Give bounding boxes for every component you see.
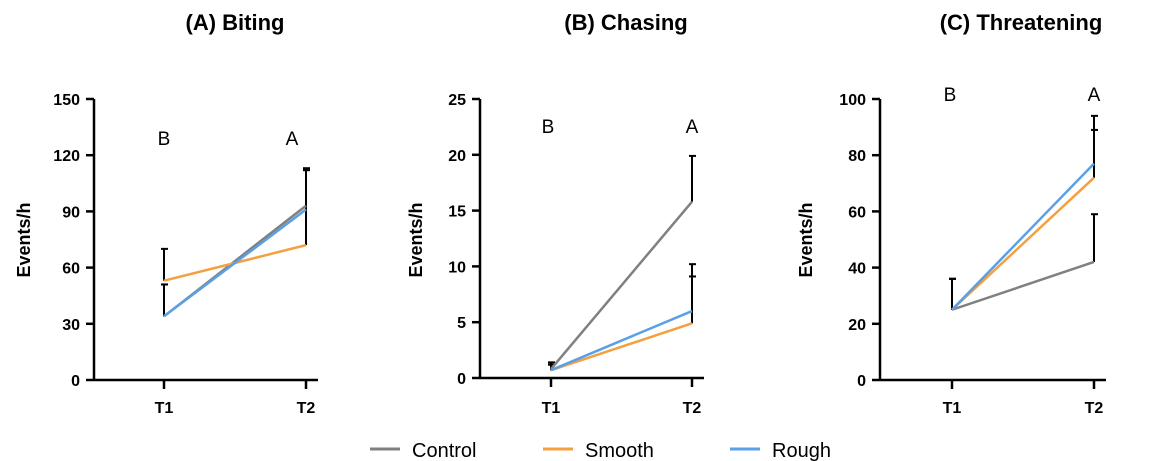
x-tick-label: T2 [683,400,702,417]
legend: Control Smooth Rough [370,440,831,461]
y-tick-label: 80 [848,148,866,165]
significance-label: A [286,129,299,150]
legend-label-control: Control [412,440,476,461]
y-tick-label: 5 [457,315,466,332]
x-tick-label: T1 [943,400,962,417]
y-tick-label: 20 [448,148,466,165]
x-tick-label: T1 [155,400,174,417]
chart-panel-threatening: (C) Threatening Events/h T1 T2 B A 0 20 40… [796,10,1106,417]
y-axis-label: Events/h [14,202,34,277]
chart-title: (C) Threatening [940,10,1103,35]
y-tick-label: 30 [62,317,80,334]
chart-title: (B) Chasing [564,10,687,35]
y-tick-label: 0 [857,373,866,390]
significance-label: B [944,85,957,106]
chart-panel-chasing: (B) Chasing Events/h T1 T2 B A 0 5 10 15 20 2… [406,10,704,417]
y-tick-label: 150 [53,92,80,109]
y-tick-label: 25 [448,92,466,109]
y-tick-label: 40 [848,261,866,278]
y-tick-label: 20 [848,317,866,334]
series-line-rough [951,162,1095,311]
series-line-control [550,200,693,370]
legend-label-smooth: Smooth [585,440,654,461]
y-tick-label: 60 [62,261,80,278]
x-tick-label: T2 [1085,400,1104,417]
y-tick-label: 90 [62,204,80,221]
series-line-smooth [951,176,1095,311]
y-tick-label: 60 [848,204,866,221]
significance-label: A [686,117,699,138]
x-tick-label: T2 [297,400,316,417]
series-line-rough [550,309,693,372]
y-tick-label: 120 [53,148,80,165]
significance-label: A [1088,85,1101,106]
significance-label: B [542,117,555,138]
y-axis-label: Events/h [796,202,816,277]
series-line-smooth [550,322,693,372]
y-axis-label: Events/h [406,202,426,277]
y-tick-label: 0 [457,371,466,388]
chart-panel-biting: (A) Biting Events/h T1 T2 B A 0 30 60 90 120… [14,10,318,417]
y-tick-label: 100 [839,92,866,109]
series-line-rough [163,208,307,318]
y-tick-label: 10 [448,259,466,276]
y-tick-label: 15 [448,204,466,221]
significance-label: B [158,129,171,150]
series-line-control [951,260,1095,311]
chart-title: (A) Biting [186,10,285,35]
legend-label-rough: Rough [772,440,831,461]
x-tick-label: T1 [542,400,561,417]
y-tick-label: 0 [71,373,80,390]
